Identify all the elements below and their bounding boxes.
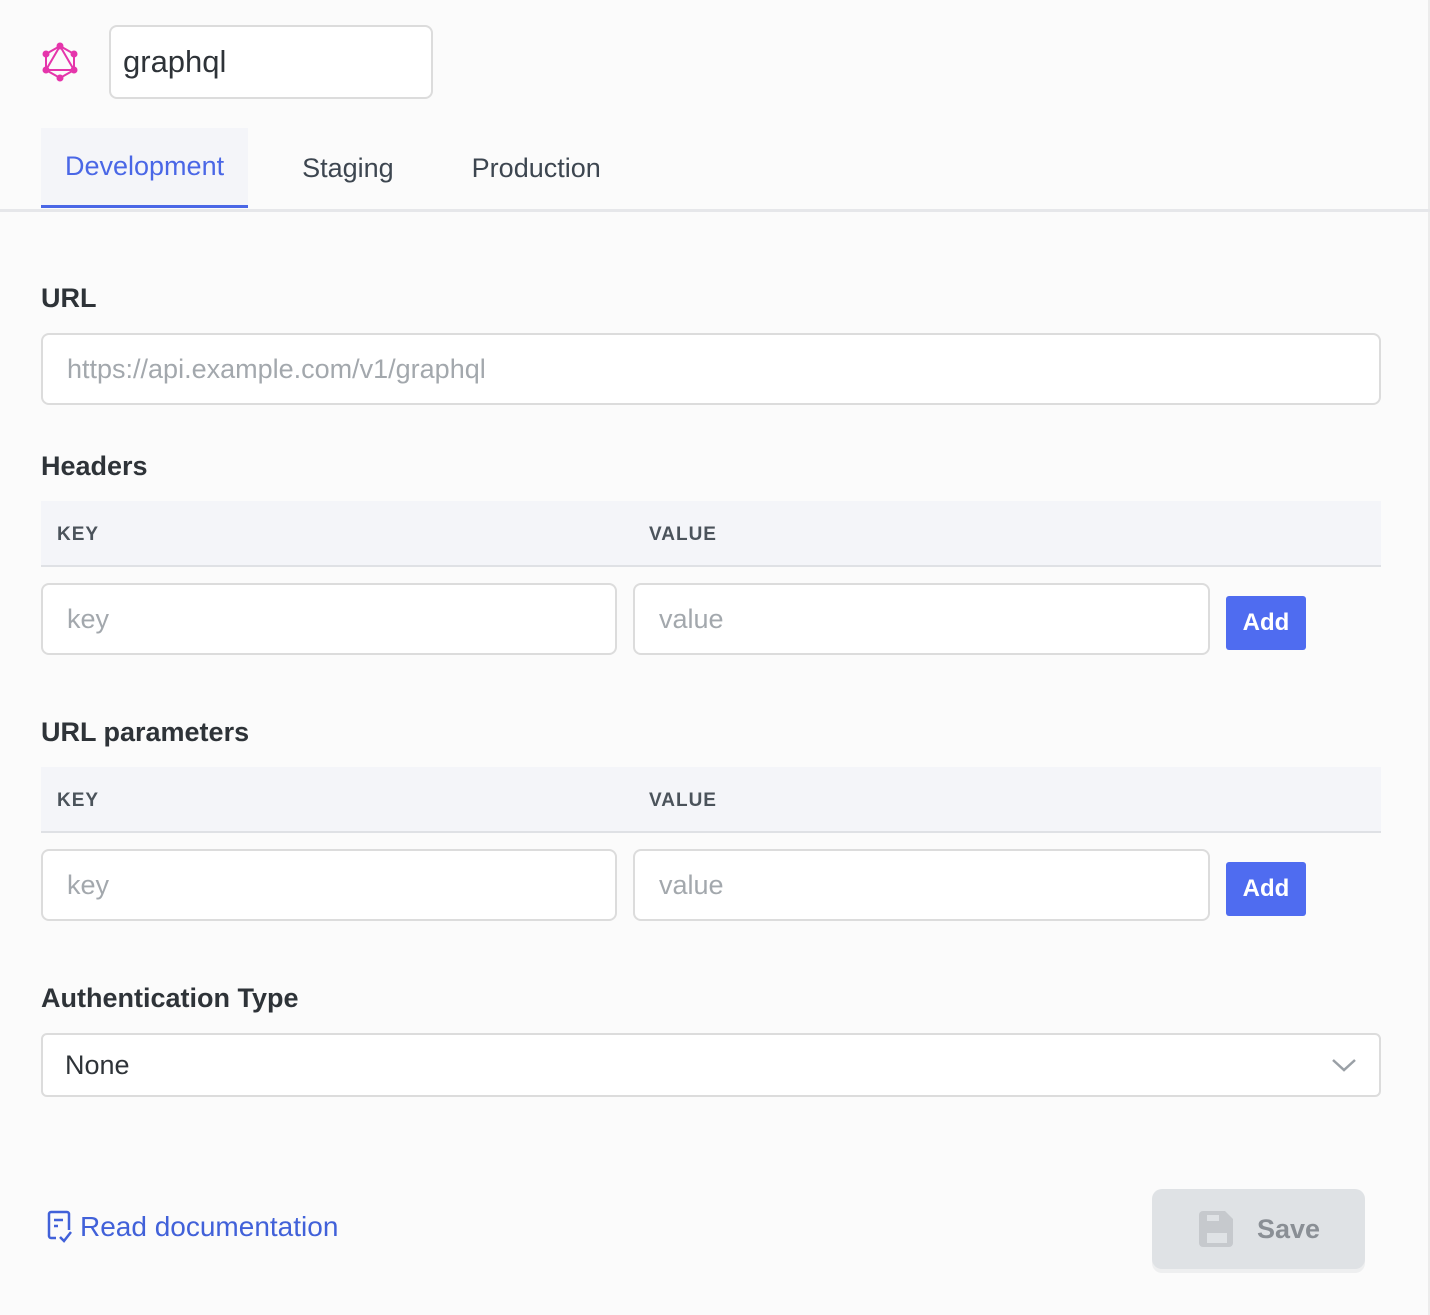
graphql-logo-icon xyxy=(42,42,78,82)
header-key-input[interactable] xyxy=(41,583,617,655)
chevron-down-icon xyxy=(1332,1059,1356,1072)
url-label: URL xyxy=(41,283,97,313)
auth-type-select[interactable]: None xyxy=(41,1033,1381,1097)
header-value-input[interactable] xyxy=(633,583,1210,655)
add-header-button[interactable]: Add xyxy=(1226,596,1306,650)
read-documentation-label: Read documentation xyxy=(80,1211,339,1242)
tabs-divider xyxy=(0,209,1430,212)
params-key-column: KEY xyxy=(57,790,100,811)
headers-table-header: KEY VALUE xyxy=(41,501,1381,567)
documentation-icon xyxy=(47,1210,72,1243)
api-name-input[interactable] xyxy=(109,25,433,99)
save-label: Save xyxy=(1256,1213,1321,1244)
url-parameters-label: URL parameters xyxy=(41,717,250,747)
read-documentation-link[interactable]: Read documentation xyxy=(46,1210,338,1244)
headers-label: Headers xyxy=(41,451,148,481)
tab-development[interactable]: Development xyxy=(41,128,249,208)
auth-type-value: None xyxy=(65,1049,130,1080)
save-button[interactable]: Save xyxy=(1152,1189,1365,1269)
headers-key-column: KEY xyxy=(57,524,100,545)
params-table-header: KEY VALUE xyxy=(41,767,1381,833)
param-value-input[interactable] xyxy=(633,849,1210,921)
param-key-input[interactable] xyxy=(41,849,617,921)
params-value-column: VALUE xyxy=(649,790,717,811)
headers-value-column: VALUE xyxy=(649,524,717,545)
environment-tabs: Development Staging Production xyxy=(41,128,655,208)
tab-staging[interactable]: Staging xyxy=(302,152,394,183)
tab-production[interactable]: Production xyxy=(471,152,601,183)
auth-type-label: Authentication Type xyxy=(41,983,299,1013)
url-input[interactable] xyxy=(41,333,1381,405)
add-param-button[interactable]: Add xyxy=(1226,862,1306,916)
save-icon xyxy=(1198,1211,1233,1247)
